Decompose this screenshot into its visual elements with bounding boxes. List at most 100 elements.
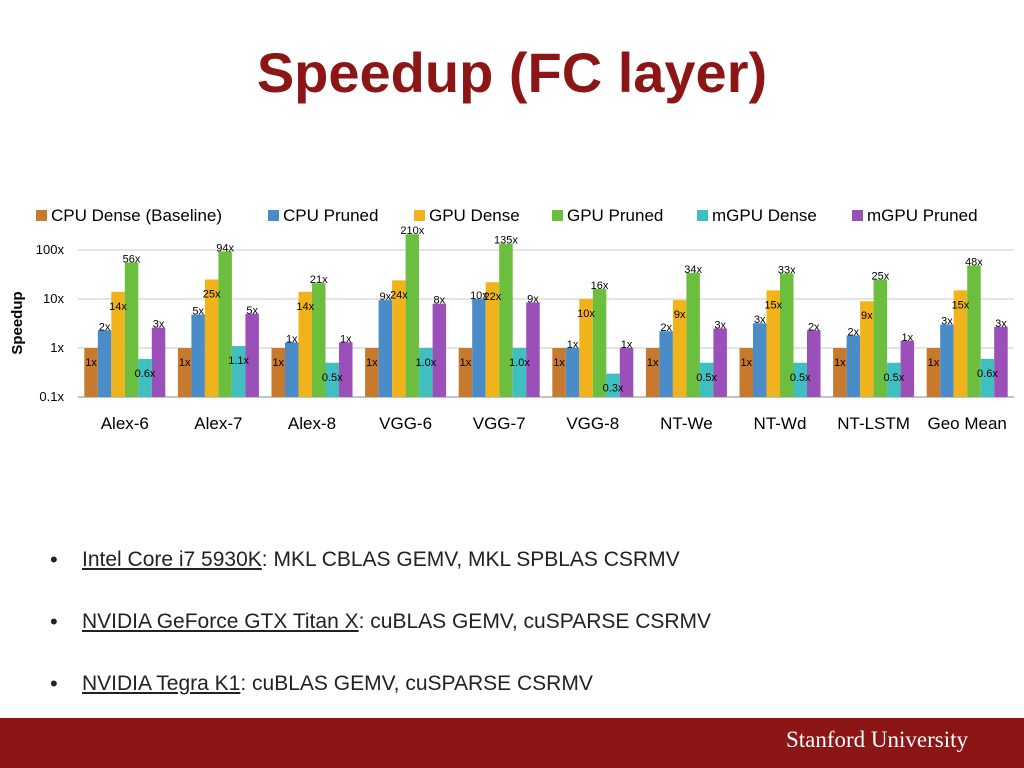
data-label: 1x: [902, 332, 914, 344]
x-tick-label: Alex-7: [194, 414, 242, 433]
list-item: • Intel Core i7 5930K: MKL CBLAS GEMV, M…: [50, 545, 990, 607]
bullet-dot: •: [50, 547, 58, 572]
chart-y-axis: 0.1x 1x 10x 100x: [36, 242, 65, 404]
y-tick-label: 0.1x: [39, 389, 64, 404]
bar: [245, 313, 259, 397]
bar: [873, 279, 888, 397]
data-label: 0.6x: [977, 368, 998, 380]
data-label: 1x: [272, 357, 284, 369]
data-label: 1x: [621, 339, 633, 351]
y-axis-label: Speedup: [9, 291, 26, 354]
bar: [151, 327, 166, 397]
x-tick-label: NT-LSTM: [837, 414, 910, 433]
bar: [339, 342, 353, 397]
bar: [325, 362, 339, 397]
x-tick-label: VGG-8: [566, 414, 619, 433]
bar: [111, 291, 125, 397]
data-label: 210x: [400, 225, 424, 237]
bar: [285, 342, 299, 397]
bar: [177, 348, 192, 397]
data-label: 1x: [647, 357, 659, 369]
bar: [900, 340, 915, 397]
data-label: 25x: [203, 289, 221, 301]
data-label: 15x: [952, 299, 970, 311]
bar: [766, 290, 780, 397]
legend-label: mGPU Pruned: [867, 206, 978, 225]
x-tick-label: Geo Mean: [928, 414, 1007, 433]
data-label: 3x: [941, 316, 953, 328]
bar: [940, 324, 954, 397]
data-label: 3x: [995, 318, 1007, 330]
bar: [565, 348, 580, 397]
data-label: 56x: [123, 253, 141, 265]
bar: [419, 348, 433, 397]
bar: [298, 291, 312, 397]
hardware-name: Intel Core i7 5930K: [82, 548, 262, 571]
data-label: 1x: [286, 333, 298, 345]
bar: [780, 273, 794, 397]
data-label: 25x: [871, 271, 889, 283]
bar: [980, 358, 995, 397]
bar: [124, 262, 139, 397]
bar: [432, 303, 447, 397]
data-label: 0.6x: [135, 368, 156, 380]
data-label: 9x: [527, 293, 539, 305]
footer-bar: Stanford University: [0, 718, 1024, 768]
bar: [231, 345, 246, 397]
data-label: 1x: [85, 357, 97, 369]
data-label: 22x: [484, 291, 502, 303]
bar: [686, 272, 700, 397]
bar: [218, 251, 232, 397]
speedup-chart: CPU Dense (Baseline) CPU Pruned GPU Dense G…: [9, 206, 1014, 433]
data-label: 3x: [714, 320, 726, 332]
data-label: 1x: [834, 357, 846, 369]
data-label: 1x: [340, 333, 352, 345]
data-label: 0.5x: [696, 372, 717, 384]
legend-label: CPU Dense (Baseline): [51, 206, 222, 225]
x-tick-label: VGG-7: [473, 414, 526, 433]
bar: [592, 288, 607, 397]
bar: [739, 348, 753, 397]
data-label: 3x: [153, 319, 165, 331]
data-label: 48x: [965, 257, 983, 269]
data-label: 5x: [246, 305, 258, 317]
bullet-dot: •: [50, 609, 58, 634]
y-tick-label: 100x: [36, 242, 65, 257]
chart-x-axis: Alex-6 Alex-7 Alex-8 VGG-6 VGG-7 VGG-8 NT-We NT…: [101, 414, 1007, 433]
data-label: 34x: [684, 264, 702, 276]
bar: [887, 362, 901, 397]
list-item: • NVIDIA GeForce GTX Titan X: cuBLAS GEM…: [50, 607, 990, 669]
bar: [84, 348, 98, 397]
bar: [512, 348, 527, 397]
bar: [645, 348, 660, 397]
x-tick-label: Alex-8: [288, 414, 336, 433]
library-info: : cuBLAS GEMV, cuSPARSE CSRMV: [240, 672, 593, 695]
bar: [846, 335, 861, 397]
y-tick-label: 10x: [43, 291, 64, 306]
data-label: 3x: [754, 314, 766, 326]
legend-swatch: [697, 210, 708, 221]
data-label: 1x: [179, 357, 191, 369]
bar: [485, 282, 500, 397]
data-label: 14x: [109, 301, 127, 313]
bar: [619, 348, 634, 397]
data-label: 2x: [848, 326, 860, 338]
bar: [860, 301, 874, 397]
hardware-list: • Intel Core i7 5930K: MKL CBLAS GEMV, M…: [50, 545, 990, 731]
bar: [753, 323, 767, 397]
legend-swatch: [414, 210, 425, 221]
bar: [953, 290, 968, 397]
data-label: 1x: [928, 357, 940, 369]
bar: [552, 348, 566, 397]
bar: [191, 314, 205, 397]
legend-label: GPU Pruned: [567, 206, 663, 225]
data-label: 94x: [216, 242, 234, 254]
x-tick-label: NT-Wd: [754, 414, 807, 433]
data-label: 9x: [380, 291, 392, 303]
bar: [392, 280, 406, 397]
data-label: 1x: [460, 357, 472, 369]
slide-title: Speedup (FC layer): [256, 41, 768, 104]
bar: [365, 348, 379, 397]
list-item: • NVIDIA Tegra K1: cuBLAS GEMV, cuSPARSE…: [50, 669, 990, 731]
legend-swatch: [36, 210, 47, 221]
